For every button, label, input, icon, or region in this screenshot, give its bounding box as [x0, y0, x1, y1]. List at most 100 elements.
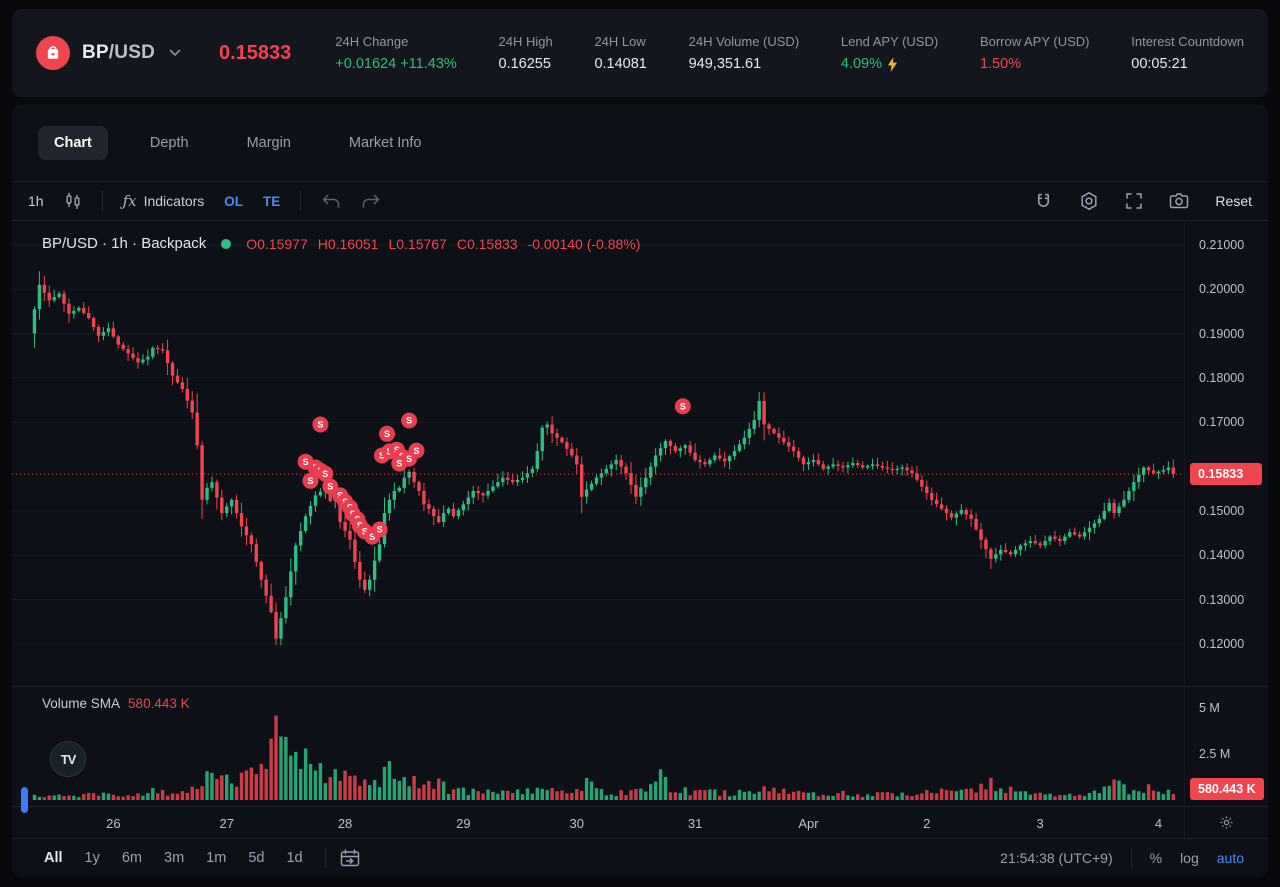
- stat-label: Borrow APY (USD): [979, 34, 1090, 49]
- legend-high: H0.16051: [317, 235, 379, 252]
- price-chart[interactable]: SSSSSSSSSSSSSSSSSSSSSSSSSS BP/USD · 1h ·…: [12, 221, 1184, 686]
- ol-button[interactable]: OL: [224, 193, 244, 209]
- time-axis[interactable]: 26 27 28 29 30 31 Apr 2 3 4: [12, 806, 1184, 838]
- header-stat: Lend APY (USD) 4.09%: [841, 34, 938, 72]
- bottom-toolbar: All 1y 6m 3m 1m 5d 1d 21:54:38 (UTC+9) % log a…: [12, 838, 1268, 877]
- stat-value: 00:05:21: [1131, 56, 1188, 72]
- lightning-icon: [887, 56, 898, 72]
- svg-text:S: S: [379, 451, 385, 461]
- percent-scale-button[interactable]: %: [1149, 850, 1163, 866]
- volume-axis-label: 5 M: [1199, 701, 1220, 715]
- fx-indicators-icon: ƒx: [122, 192, 137, 210]
- auto-scale-button[interactable]: auto: [1216, 850, 1244, 866]
- tab-chart[interactable]: Chart: [38, 125, 108, 160]
- volume-axis-label: 2.5 M: [1199, 747, 1231, 761]
- undo-icon: [323, 194, 340, 208]
- indicators-button[interactable]: ƒx Indicators: [123, 192, 205, 210]
- range-1d[interactable]: 1d: [278, 846, 310, 870]
- toolbar-separator: [101, 191, 103, 211]
- volume-sma-label: Volume SMA: [42, 696, 121, 711]
- sell-marker[interactable]: S: [302, 472, 319, 489]
- svg-text:S: S: [369, 532, 375, 542]
- magnet-button[interactable]: [1034, 192, 1053, 211]
- tab-market-info[interactable]: Market Info: [333, 126, 438, 160]
- te-button[interactable]: TE: [263, 193, 281, 209]
- range-all[interactable]: All: [36, 846, 71, 870]
- fullscreen-button[interactable]: [1125, 192, 1143, 210]
- page-scroll-indicator[interactable]: [21, 787, 28, 813]
- go-to-date-icon: [340, 849, 359, 867]
- time-axis-label: 31: [687, 816, 703, 831]
- volume-chart[interactable]: Volume SMA 580.443 K TV: [12, 686, 1184, 806]
- svg-text:S: S: [362, 527, 368, 537]
- pair-selector[interactable]: BP/USD: [36, 36, 181, 70]
- log-scale-button[interactable]: log: [1180, 850, 1199, 866]
- svg-text:S: S: [680, 402, 686, 412]
- tradingview-logo[interactable]: TV: [50, 741, 86, 777]
- sell-marker[interactable]: S: [371, 521, 388, 538]
- stat-value: 0.16255: [498, 56, 551, 72]
- clock-timezone-button[interactable]: 21:54:38 (UTC+9): [1000, 850, 1113, 866]
- toolbar-separator: [1130, 848, 1132, 868]
- stat-value: 4.09%: [841, 56, 938, 72]
- magnet-icon: [1038, 193, 1050, 207]
- redo-button[interactable]: [361, 194, 381, 209]
- range-1y[interactable]: 1y: [77, 846, 108, 870]
- sell-marker[interactable]: S: [401, 412, 418, 429]
- sell-marker[interactable]: S: [408, 442, 425, 459]
- chart-legend: BP/USD · 1h · Backpack O0.15977 H0.16051…: [42, 235, 640, 252]
- chart-toolbar: 1h ƒx Indicators OL TE: [12, 181, 1268, 221]
- snapshot-button[interactable]: [1169, 192, 1189, 210]
- range-5d[interactable]: 5d: [240, 846, 272, 870]
- camera-icon: [1170, 193, 1189, 209]
- svg-text:S: S: [322, 469, 328, 479]
- stat-label: 24H Low: [594, 34, 646, 49]
- price-axis-label: 0.13000: [1199, 592, 1245, 607]
- backpack-pair-icon: [36, 36, 70, 70]
- reset-button[interactable]: Reset: [1215, 193, 1252, 209]
- range-3m[interactable]: 3m: [156, 846, 192, 870]
- series-visibility-dot[interactable]: [221, 238, 232, 249]
- time-axis-label: 3: [1036, 816, 1044, 831]
- range-1m[interactable]: 1m: [198, 846, 234, 870]
- interval-button[interactable]: 1h: [28, 193, 44, 209]
- sell-marker[interactable]: S: [317, 465, 334, 482]
- candlestick-icon: [66, 193, 80, 209]
- tab-depth[interactable]: Depth: [134, 126, 205, 160]
- range-6m[interactable]: 6m: [114, 846, 150, 870]
- price-axis-label: 0.20000: [1199, 282, 1245, 297]
- time-axis-label: Apr: [798, 816, 819, 831]
- redo-icon: [363, 194, 380, 208]
- time-axis-label: 26: [106, 816, 121, 831]
- sell-marker[interactable]: S: [391, 455, 408, 472]
- pair-name: BP/USD: [82, 42, 155, 63]
- toolbar-separator: [324, 848, 326, 868]
- price-scale[interactable]: 0.15833 0.21000 0.20000 0.19000 0.18000 0.17…: [1184, 221, 1268, 838]
- candlestick-style-button[interactable]: [64, 192, 82, 210]
- sell-marker[interactable]: S: [674, 398, 691, 415]
- undo-button[interactable]: [321, 194, 341, 209]
- toolbar-separator: [300, 191, 302, 211]
- chart-panel: Chart Depth Margin Market Info 1h ƒx Indica…: [12, 104, 1268, 877]
- sell-marker[interactable]: S: [312, 416, 329, 433]
- price-axis-labels: 0.15833 0.21000 0.20000 0.19000 0.18000 0.17…: [1185, 221, 1268, 686]
- stat-label: 24H Change: [335, 34, 409, 49]
- go-to-date-button[interactable]: [340, 849, 360, 867]
- sell-marker[interactable]: S: [379, 425, 395, 442]
- chart-settings-button[interactable]: [1079, 191, 1099, 211]
- fullscreen-icon: [1126, 193, 1143, 209]
- price-axis-label: 0.17000: [1199, 415, 1245, 430]
- tab-margin[interactable]: Margin: [231, 126, 307, 160]
- price-axis-label: 0.19000: [1199, 326, 1245, 341]
- indicators-label: Indicators: [143, 193, 205, 209]
- svg-text:S: S: [307, 476, 313, 486]
- legend-close: C0.15833: [456, 235, 518, 252]
- market-header: BP/USD 0.15833 24H Change +0.01624 +11.43…: [12, 9, 1268, 97]
- axis-settings-corner[interactable]: [1185, 806, 1268, 838]
- view-tabs: Chart Depth Margin Market Info: [12, 104, 1268, 181]
- stat-value: 0.14081: [594, 56, 647, 72]
- header-stat: Interest Countdown 00:05:21: [1131, 34, 1244, 72]
- svg-text:S: S: [384, 429, 390, 439]
- last-volume-tag: 580.443 K: [1190, 778, 1264, 801]
- svg-text:S: S: [413, 446, 419, 456]
